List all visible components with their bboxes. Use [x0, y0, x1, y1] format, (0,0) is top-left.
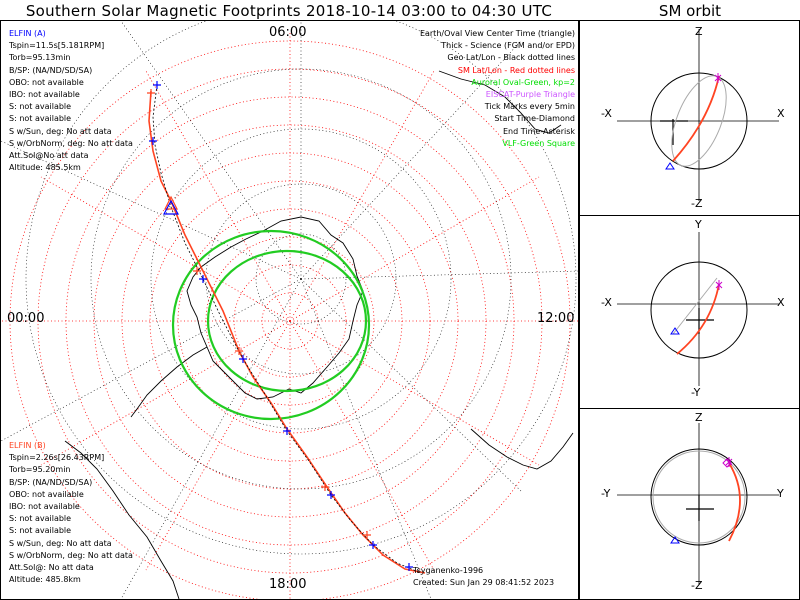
orbit-xz-right-label: X — [777, 107, 785, 120]
footprint-map-panel: 06:00 18:00 00:00 12:00 Earth/Oval View … — [0, 20, 580, 600]
mlt-label-top: 06:00 — [269, 25, 307, 40]
south-america-coastline — [64, 440, 180, 599]
elfin-b-track — [148, 90, 426, 574]
orbit-yz-right-label: Y — [777, 487, 784, 500]
peninsula-coastline — [130, 346, 208, 418]
elfin-a-detail-line: S: not available — [9, 114, 72, 124]
legend-entry: Start Time-Diamond — [494, 114, 575, 124]
africa-coastline — [470, 428, 574, 470]
auroral-oval-outer — [171, 229, 371, 421]
legend-entry: Earth/Oval View Center Time (triangle) — [419, 29, 575, 38]
elfin-b-detail-line: OBO: not available — [9, 489, 84, 499]
legend-entry: SM Lat/Lon - Red dotted lines — [457, 65, 575, 75]
page-title: Southern Solar Magnetic Footprints 2018-… — [25, 2, 553, 20]
orbit-panel-xz: Z -Z -X X — [578, 20, 800, 216]
elfin-b-ticks — [147, 89, 371, 539]
orbit-panel-yz: Z -Z -Y Y — [578, 408, 800, 600]
elfin-b-detail-line: B/SP: (NA/ND/SD/SA) — [9, 477, 93, 487]
orbit-xy-top-label: Y — [695, 218, 702, 231]
orbit-plot-yz — [617, 423, 779, 585]
orbit-yz-top-label: Z — [695, 411, 703, 424]
orbit-plot-xy — [617, 232, 779, 386]
created-timestamp: Created: Sun Jan 29 08:41:52 2023 — [413, 578, 555, 587]
sm-longitude-lines — [1, 33, 578, 599]
elfin-a-detail-line: Att.Sol@No att data — [9, 151, 89, 161]
mlt-label-left: 00:00 — [7, 311, 45, 326]
elfin-a-detail-line: Tspin=11.5s[5.181RPM] — [9, 41, 105, 51]
orbit-yz-bottom-label: -Z — [691, 579, 703, 592]
elfin-b-detail-line: IBO: not available — [9, 502, 80, 512]
elfin-a-detail-line: IBO: not available — [9, 90, 80, 100]
orbit-xz-left-label: -X — [601, 107, 612, 120]
legend-entry: Thick - Science (FGM and/or EPD) — [441, 41, 575, 51]
orbit-yz-left-label: -Y — [601, 487, 611, 500]
elfin-a-track — [152, 84, 422, 574]
elfin-b-detail-line: S w/Sun, deg: No att data — [9, 538, 112, 548]
elfin-b-detail-line: S: not available — [9, 514, 72, 524]
elfin-b-detail-line: Torb=95.20min — [9, 465, 71, 475]
auroral-ovals — [171, 229, 371, 421]
legend-entry: Tick Marks every 5min — [484, 102, 575, 112]
orbit-xz-bottom-label: -Z — [691, 197, 703, 210]
elfin-a-name: ELFIN (A) — [9, 29, 46, 38]
legend-entry: VLF-Green Square — [502, 138, 575, 148]
orbit-xz-top-label: Z — [695, 25, 703, 38]
elfin-a-detail-line: Altitude: 485.5km — [9, 163, 81, 173]
elfin-b-detail-line: S w/OrbNorm, deg: No att data — [9, 550, 133, 560]
orbit-xy-bottom-label: -Y — [691, 386, 701, 399]
legend-entry: End Time-Asterisk — [502, 126, 575, 136]
elfin-a-info: ELFIN (A) Tspin=11.5s[5.181RPM] Torb=95.1… — [9, 28, 133, 174]
elfin-a-detail-line: S w/Sun, deg: No att data — [9, 126, 112, 136]
elfin-a-detail-line: Torb=95.13min — [9, 53, 71, 63]
orbit-plot-xz — [617, 29, 779, 201]
australia-coastline — [438, 70, 562, 134]
orbit-panel-xy: Y -Y -X X — [578, 215, 800, 409]
antarctica-coastline — [186, 216, 364, 400]
orbit-xy-right-label: X — [777, 296, 785, 309]
geo-grid — [1, 21, 579, 599]
legend: Earth/Oval View Center Time (triangle) Th… — [420, 28, 575, 150]
elfin-b-info: ELFIN (B) Tspin=2.26s[26.43RPM] Torb=95.2… — [9, 440, 133, 586]
legend-entry: Auroral Oval-Green, kp=2 — [471, 77, 575, 87]
elfin-b-name: ELFIN (B) — [9, 441, 46, 450]
elfin-b-detail-line: Tspin=2.26s[26.43RPM] — [9, 453, 105, 463]
elfin-b-details: Tspin=2.26s[26.43RPM] Torb=95.20min B/SP: … — [9, 452, 133, 586]
legend-entry: EISCAT-Purple Triangle — [485, 90, 575, 100]
elfin-a-detail-line: S: not available — [9, 102, 72, 112]
footprint-map — [1, 21, 579, 599]
orbit-xy-left-label: -X — [601, 296, 612, 309]
elfin-a-ticks — [149, 81, 413, 571]
auroral-oval-inner — [206, 249, 368, 393]
view-center-triangles — [162, 195, 180, 215]
elfin-a-detail-line: OBO: not available — [9, 77, 84, 87]
elfin-a-details: Tspin=11.5s[5.181RPM] Torb=95.13min B/SP: … — [9, 40, 133, 174]
elfin-a-detail-line: B/SP: (NA/ND/SD/SA) — [9, 65, 93, 75]
elfin-b-detail-line: Att.Sol@: No att data — [9, 563, 94, 573]
mlt-label-right: 12:00 — [537, 311, 575, 326]
orbit-title: SM orbit — [658, 2, 722, 20]
mlt-label-bottom: 18:00 — [269, 577, 307, 592]
elfin-b-detail-line: Altitude: 485.8km — [9, 575, 81, 585]
elfin-a-detail-line: S w/OrbNorm, deg: No att data — [9, 138, 133, 148]
model-label: Tsyganenko-1996 — [413, 566, 484, 575]
elfin-b-detail-line: S: not available — [9, 526, 72, 536]
legend-entry: Geo Lat/Lon - Black dotted lines — [447, 53, 575, 63]
